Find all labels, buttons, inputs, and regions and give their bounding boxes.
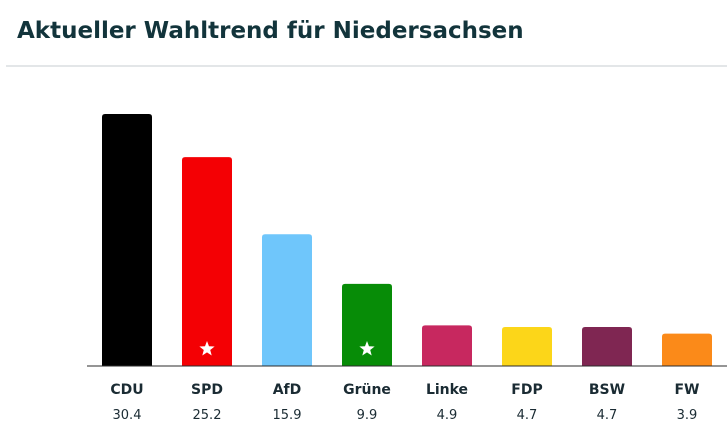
title-divider xyxy=(6,65,727,67)
value-label: 9.9 xyxy=(357,408,378,423)
bars-group xyxy=(102,114,712,366)
category-label: FW xyxy=(674,382,699,398)
category-label: CDU xyxy=(110,382,143,398)
bar-fdp xyxy=(502,327,552,366)
bar-fw xyxy=(662,333,712,366)
category-label: AfD xyxy=(273,382,302,398)
value-label: 25.2 xyxy=(193,408,222,423)
value-label: 3.9 xyxy=(677,408,698,423)
value-label: 4.7 xyxy=(517,408,538,423)
category-label: Grüne xyxy=(343,382,391,398)
value-label: 15.9 xyxy=(273,408,302,423)
category-label: FDP xyxy=(511,382,542,398)
value-label: 30.4 xyxy=(113,408,142,423)
value-label: 4.9 xyxy=(437,408,458,423)
star-icon xyxy=(199,341,215,356)
category-label: Linke xyxy=(426,382,468,398)
bar-grne xyxy=(342,283,392,366)
star-icon xyxy=(359,341,375,356)
page-title: Aktueller Wahltrend für Niedersachsen xyxy=(17,18,524,44)
bar-bsw xyxy=(582,327,632,366)
value-label: 4.7 xyxy=(597,408,618,423)
bar-cdu xyxy=(102,114,152,366)
bar-spd xyxy=(182,157,232,366)
category-label: BSW xyxy=(589,382,625,398)
bar-linke xyxy=(422,325,472,366)
bar-afd xyxy=(262,234,312,366)
labels-group: CDU 30.4 SPD 25.2 AfD 15.9 Grüne 9.9 Linke 4.9 FDP… xyxy=(110,382,699,423)
category-label: SPD xyxy=(191,382,223,398)
